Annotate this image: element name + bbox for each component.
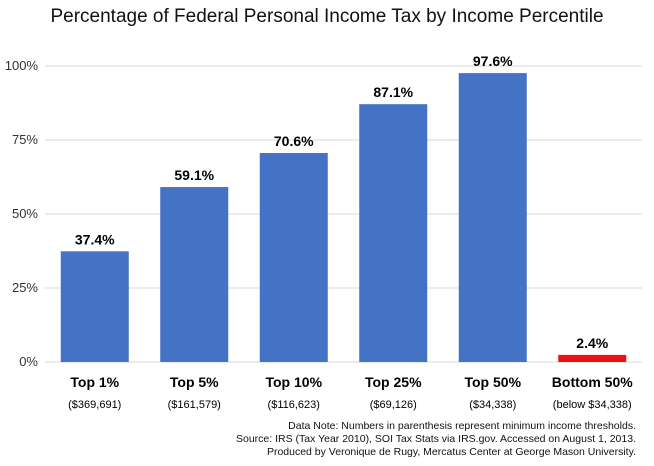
data-label: 59.1%	[174, 167, 214, 183]
data-label: 70.6%	[274, 133, 314, 149]
data-label: 37.4%	[75, 231, 115, 247]
y-tick-label: 100%	[5, 58, 39, 73]
chart-title: Percentage of Federal Personal Income Ta…	[50, 6, 604, 27]
x-tick-label: Bottom 50%	[552, 374, 633, 390]
data-label: 87.1%	[373, 84, 413, 100]
data-label: 97.6%	[473, 53, 513, 69]
bar	[359, 104, 428, 363]
x-tick-sublabel: ($161,579)	[168, 399, 221, 411]
credit-note: Produced by Veronique de Rugy, Mercatus …	[266, 446, 636, 458]
x-tick-sublabel: ($69,126)	[370, 399, 417, 411]
x-tick-label: Top 50%	[464, 374, 521, 390]
y-tick-label: 50%	[12, 206, 38, 221]
bar	[458, 73, 527, 362]
y-tick-label: 0%	[19, 354, 38, 369]
chart-notes: Data Note: Numbers in parenthesis repres…	[236, 420, 636, 459]
x-tick-sublabel: ($116,623)	[268, 399, 320, 411]
data-label: 2.4%	[576, 335, 608, 351]
source-note: Source: IRS (Tax Year 2010), SOI Tax Sta…	[235, 433, 636, 445]
x-tick-label: Top 10%	[265, 374, 322, 390]
bar	[558, 354, 627, 362]
x-tick-sublabel: ($369,691)	[68, 399, 121, 411]
x-tick-label: Top 1%	[70, 374, 119, 390]
x-tick-label: Top 25%	[365, 374, 422, 390]
bar	[60, 251, 129, 362]
x-tick-sublabel: ($34,338)	[469, 399, 516, 411]
bar	[160, 187, 229, 362]
bar	[259, 153, 328, 362]
y-tick-label: 75%	[12, 132, 38, 147]
data-note: Data Note: Numbers in parenthesis repres…	[288, 420, 636, 432]
x-tick-label: Top 5%	[170, 374, 219, 390]
x-tick-sublabel: (below $34,338)	[553, 399, 632, 411]
y-tick-label: 25%	[12, 280, 38, 295]
